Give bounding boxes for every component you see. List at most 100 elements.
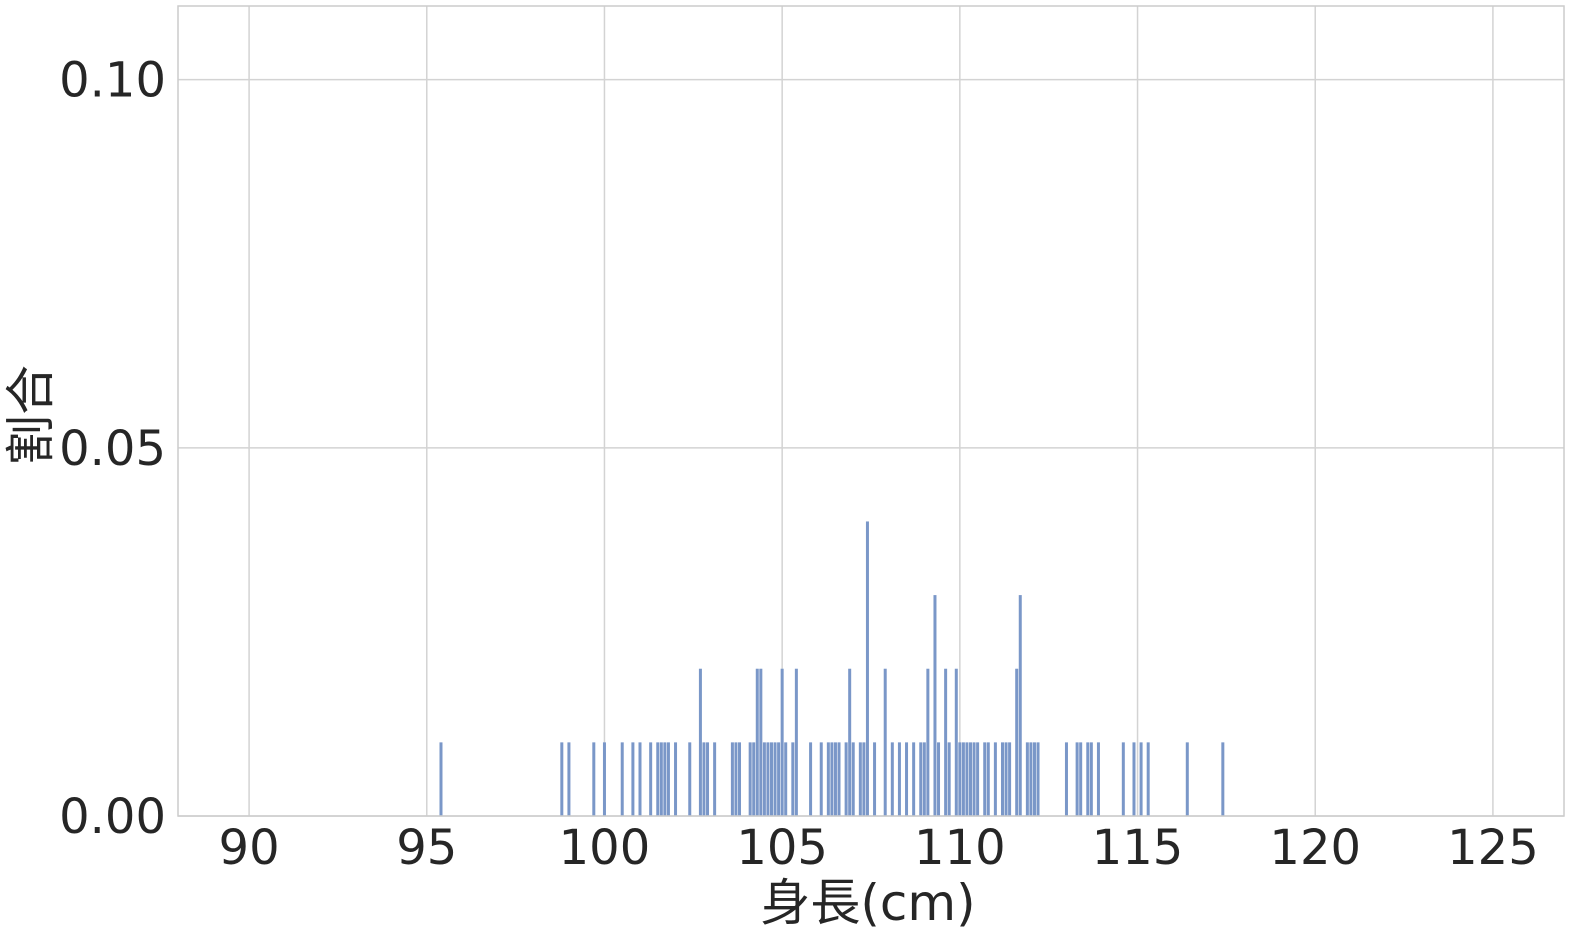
histogram-bar xyxy=(777,742,781,816)
histogram-bar xyxy=(922,742,926,816)
y-tick-label: 0.05 xyxy=(59,421,166,477)
histogram-bar xyxy=(592,742,596,816)
histogram-bar xyxy=(638,742,642,816)
histogram-bar xyxy=(1221,742,1225,816)
histogram-bar xyxy=(784,742,788,816)
x-tick-label: 125 xyxy=(1447,820,1539,876)
histogram-bar xyxy=(674,742,678,816)
histogram-bar xyxy=(851,742,855,816)
histogram-bar xyxy=(769,742,773,816)
histogram-bar xyxy=(983,742,987,816)
histogram-bar xyxy=(937,742,941,816)
histogram-bar xyxy=(713,742,717,816)
y-axis-label: 割合 xyxy=(2,365,60,465)
histogram-bar xyxy=(1086,742,1090,816)
histogram-bar xyxy=(1015,668,1019,816)
histogram-bar xyxy=(986,742,990,816)
histogram-bar xyxy=(755,668,759,816)
histogram-bar xyxy=(1018,595,1022,816)
histogram-bar xyxy=(865,521,869,816)
histogram-bar xyxy=(972,742,976,816)
histogram-bar xyxy=(631,742,635,816)
histogram-bar xyxy=(873,742,877,816)
histogram-bar xyxy=(1185,742,1189,816)
histogram-bar xyxy=(919,742,923,816)
histogram-bar xyxy=(620,742,624,816)
histogram-bar xyxy=(567,742,571,816)
histogram-bar xyxy=(926,668,930,816)
histogram-bar xyxy=(954,668,958,816)
histogram-bar xyxy=(734,742,738,816)
histogram-bar xyxy=(439,742,443,816)
histogram-bar xyxy=(947,742,951,816)
plot-frame xyxy=(177,5,1565,817)
histogram-bar xyxy=(1036,742,1040,816)
x-tick-label: 90 xyxy=(219,820,280,876)
histogram-bar xyxy=(905,742,909,816)
histogram-bar xyxy=(794,668,798,816)
x-tick-labels: 90 95 100 105 110 115 120 125 xyxy=(219,820,1539,876)
histogram-bar xyxy=(773,742,777,816)
histogram-bar xyxy=(933,595,937,816)
histogram-bar xyxy=(1139,742,1143,816)
histogram-bar xyxy=(837,742,841,816)
histogram-bar xyxy=(976,742,980,816)
x-tick-label: 105 xyxy=(736,820,828,876)
histogram-bar xyxy=(958,742,962,816)
histogram-bar xyxy=(780,668,784,816)
histogram-bar xyxy=(698,668,702,816)
histogram-bar xyxy=(809,742,813,816)
x-axis-label: 身長(cm) xyxy=(760,874,975,932)
histogram-bar xyxy=(791,742,795,816)
x-tick-label: 115 xyxy=(1092,820,1184,876)
histogram-bar xyxy=(748,742,752,816)
histogram-bar xyxy=(688,742,692,816)
x-tick-label: 95 xyxy=(396,820,457,876)
histogram-bar xyxy=(1096,742,1100,816)
histogram-bar xyxy=(897,742,901,816)
histogram-bar xyxy=(961,742,965,816)
histogram-bar xyxy=(944,668,948,816)
histogram-bar xyxy=(1032,742,1036,816)
bar-layer xyxy=(439,521,1225,816)
histogram-bar xyxy=(730,742,734,816)
histogram-bar xyxy=(858,742,862,816)
histogram-bar xyxy=(883,668,887,816)
y-tick-label: 0.10 xyxy=(59,53,166,109)
histogram-bar xyxy=(738,742,742,816)
histogram-bar xyxy=(844,742,848,816)
histogram-bar xyxy=(659,742,663,816)
histogram-bar xyxy=(1089,742,1093,816)
x-tick-label: 110 xyxy=(914,820,1006,876)
histogram-bar xyxy=(826,742,830,816)
histogram-bar xyxy=(752,742,756,816)
histogram-bar xyxy=(649,742,653,816)
histogram-bar xyxy=(1132,742,1136,816)
histogram-bar xyxy=(965,742,969,816)
histogram-bar xyxy=(1146,742,1150,816)
histogram-bar xyxy=(819,742,823,816)
histogram-bar xyxy=(656,742,660,816)
x-tick-label: 120 xyxy=(1269,820,1361,876)
histogram-bar xyxy=(1029,742,1033,816)
histogram-bar xyxy=(862,742,866,816)
histogram-bar xyxy=(1121,742,1125,816)
histogram-bar xyxy=(1000,742,1004,816)
histogram-bar xyxy=(890,742,894,816)
histogram-bar xyxy=(969,742,973,816)
histogram-bar xyxy=(560,742,564,816)
histogram-bar xyxy=(759,668,763,816)
histogram-bar xyxy=(1025,742,1029,816)
histogram-bar xyxy=(1004,742,1008,816)
histogram-bar xyxy=(702,742,706,816)
y-tick-label: 0.00 xyxy=(59,789,166,845)
histogram-bar xyxy=(993,742,997,816)
histogram-bar xyxy=(848,668,852,816)
plot-area xyxy=(178,6,1564,816)
histogram-bar xyxy=(1008,742,1012,816)
histogram-bar xyxy=(666,742,670,816)
histogram-bar xyxy=(912,742,916,816)
histogram-bar xyxy=(663,742,667,816)
histogram-bar xyxy=(830,742,834,816)
